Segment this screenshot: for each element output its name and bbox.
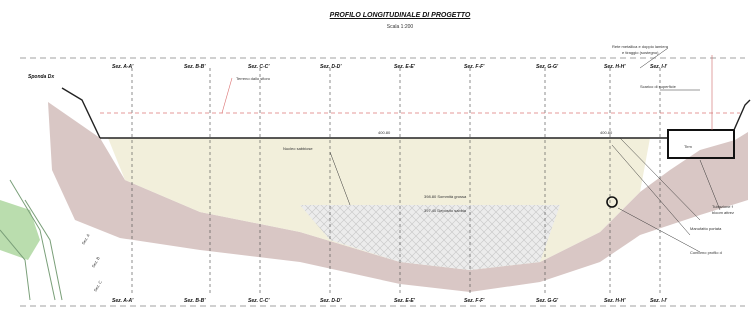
- left-label-1: Sez. A: [81, 233, 91, 246]
- section-top-f: Sez. F-F': [464, 64, 485, 70]
- section-top-e: Sez. E-E': [394, 64, 416, 70]
- spillway-box: [667, 129, 735, 159]
- water-level-label: 400.80: [378, 130, 391, 135]
- red-leader: [221, 77, 233, 114]
- right-bank-outline: [733, 99, 751, 131]
- section-top-h: Sez. H-H': [604, 64, 626, 70]
- section-top-g: Sez. G-G': [536, 64, 559, 70]
- section-bottom-f: Sez. F-F': [464, 298, 485, 304]
- drawing-scale: Scala 1:200: [386, 24, 414, 30]
- left-bank-vegetation: [0, 200, 40, 260]
- drawing-title: PROFILO LONGITUDINALE DI PROGETTO: [329, 12, 471, 19]
- inner-left-label: Nucleo sabbiose: [283, 146, 313, 151]
- right-note-3: Scarico di superficie: [640, 84, 677, 89]
- inner-mid-label-2: 397.40 Deposito sabbia: [424, 208, 467, 213]
- section-top-a: Sez. A-A': [112, 64, 134, 70]
- right-lower-3: Manufatto portata: [690, 226, 722, 231]
- section-bottom-g: Sez. G-G': [536, 298, 559, 304]
- level-mid-label: 400.80: [600, 130, 613, 135]
- section-top-c: Sez. C-C': [248, 64, 270, 70]
- section-bottom-h: Sez. H-H': [604, 298, 626, 304]
- section-bottom-a: Sez. A-A': [112, 298, 134, 304]
- section-bottom-c: Sez. C-C': [248, 298, 270, 304]
- left-bank-outline: [61, 87, 101, 139]
- leader-lines: [611, 47, 721, 253]
- right-lower-1: Tubazione f: [712, 204, 734, 209]
- section-top-b: Sez. B-B': [184, 64, 206, 70]
- section-top-d: Sez. D-D': [320, 64, 342, 70]
- right-lower-2: bloom attrez: [712, 210, 734, 215]
- left-label-3: Sez. C: [93, 280, 103, 293]
- section-bottom-e: Sez. E-E': [394, 298, 416, 304]
- sediment-fill: [300, 205, 560, 270]
- sponda-label: Sponda Dx: [28, 74, 54, 80]
- section-top-i: Sez. I-I': [650, 64, 668, 70]
- section-bottom-i: Sez. I-I': [650, 298, 668, 304]
- section-bottom-d: Sez. D-D': [320, 298, 342, 304]
- inner-mid-label-1: 398.80 Sommità grossa: [424, 194, 467, 199]
- box-label: Tirm: [684, 144, 693, 149]
- right-note-2: e tiraggio (sostegno): [622, 50, 659, 55]
- right-lower-4: Contorno profilo d: [690, 250, 722, 255]
- section-lines: [131, 68, 661, 296]
- soil-profile: [48, 102, 748, 292]
- red-line-label: Terreno dallo sfioro: [236, 76, 271, 81]
- section-bottom-b: Sez. B-B': [184, 298, 206, 304]
- outlet-marker: [606, 196, 618, 208]
- left-label-2: Sez. B: [91, 256, 101, 269]
- right-note-1: Rete metallica e doppio lamiera: [612, 44, 669, 49]
- inner-leader: [329, 151, 351, 206]
- left-bank-lines: [0, 179, 63, 301]
